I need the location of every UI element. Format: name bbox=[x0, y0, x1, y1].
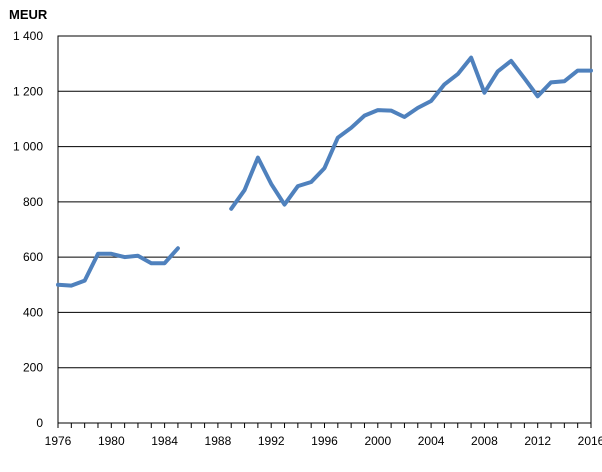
x-tick-label: 2012 bbox=[524, 434, 551, 448]
plot-area-frame bbox=[57, 35, 592, 424]
y-tick-label: 800 bbox=[23, 195, 43, 209]
x-tick-label: 1976 bbox=[45, 434, 72, 448]
y-tick-label: 0 bbox=[36, 416, 43, 430]
y-tick-label: 1 000 bbox=[13, 140, 43, 154]
y-tick-label: 600 bbox=[23, 250, 43, 264]
y-tick-label: 200 bbox=[23, 361, 43, 375]
x-tick-label: 2000 bbox=[364, 434, 391, 448]
series-line-segment bbox=[229, 55, 593, 211]
x-tick-label: 2004 bbox=[418, 434, 445, 448]
x-tick-label: 1988 bbox=[205, 434, 232, 448]
y-tick-label: 400 bbox=[23, 305, 43, 319]
x-tick-label: 1996 bbox=[311, 434, 338, 448]
x-tick-label: 1992 bbox=[258, 434, 285, 448]
x-tick-label: 1984 bbox=[151, 434, 178, 448]
series-lines bbox=[56, 55, 593, 288]
x-tick-label: 2008 bbox=[471, 434, 498, 448]
x-tick-label: 2016 bbox=[578, 434, 602, 448]
y-tick-label: 1 200 bbox=[13, 84, 43, 98]
x-axis-tick-labels: 1976 1980 1984 1988 1992 1996 2000 2004 2008 2012… bbox=[45, 423, 602, 448]
x-tick-label: 1980 bbox=[98, 434, 125, 448]
series-line-segment bbox=[56, 246, 180, 288]
y-axis-tick-labels: 0 200 400 600 800 1 000 1 200 1 400 bbox=[13, 29, 43, 430]
y-axis-unit-label: MEUR bbox=[9, 7, 48, 22]
y-tick-label: 1 400 bbox=[13, 29, 43, 43]
gridlines bbox=[58, 90, 591, 369]
